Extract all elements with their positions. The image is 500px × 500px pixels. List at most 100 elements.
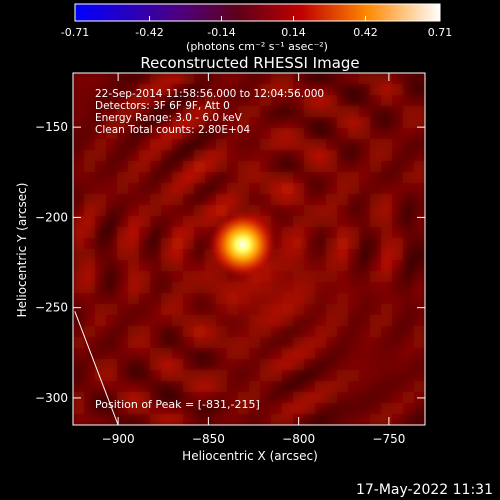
heatmap-cell (73, 84, 84, 95)
heatmap-cell (161, 238, 172, 249)
heatmap-cell (84, 183, 95, 194)
heatmap-cell (293, 128, 304, 139)
heatmap-cell (326, 414, 337, 425)
heatmap-cell (304, 106, 315, 117)
heatmap-cell (194, 139, 205, 150)
heatmap-cell (95, 337, 106, 348)
heatmap-cell (227, 84, 238, 95)
heatmap-cell (117, 260, 128, 271)
heatmap-cell (150, 172, 161, 183)
heatmap-cell (150, 359, 161, 370)
heatmap-cell (95, 304, 106, 315)
heatmap-cell (249, 403, 260, 414)
heatmap-cell (403, 172, 414, 183)
heatmap-cell (337, 194, 348, 205)
heatmap-cell (370, 304, 381, 315)
heatmap-cell (139, 73, 150, 84)
heatmap-cell (183, 414, 194, 425)
heatmap-cell (381, 315, 392, 326)
heatmap-cell (414, 260, 425, 271)
heatmap-cell (216, 359, 227, 370)
heatmap-cell (183, 73, 194, 84)
heatmap-cell (117, 227, 128, 238)
heatmap-cell (106, 216, 117, 227)
heatmap-cell (381, 84, 392, 95)
heatmap-cell (172, 348, 183, 359)
heatmap-cell (326, 95, 337, 106)
heatmap-cell (161, 128, 172, 139)
heatmap-cell (106, 337, 117, 348)
annotation-line: 22-Sep-2014 11:58:56.000 to 12:04:56.000 (95, 88, 324, 100)
heatmap-cell (194, 128, 205, 139)
heatmap-cell (359, 150, 370, 161)
heatmap-cell (73, 128, 84, 139)
heatmap-cell (315, 183, 326, 194)
heatmap-cell (172, 359, 183, 370)
heatmap-cell (84, 304, 95, 315)
heatmap-cell (414, 359, 425, 370)
heatmap-cell (282, 161, 293, 172)
heatmap-cell (84, 238, 95, 249)
heatmap-cell (238, 161, 249, 172)
heatmap-cell (128, 84, 139, 95)
heatmap-cell (106, 249, 117, 260)
heatmap-cell (348, 216, 359, 227)
heatmap-cell (84, 227, 95, 238)
heatmap-cell (260, 381, 271, 392)
heatmap-cell (216, 139, 227, 150)
heatmap-cell (128, 73, 139, 84)
heatmap-cell (414, 117, 425, 128)
heatmap-cell (172, 95, 183, 106)
heatmap-cell (238, 84, 249, 95)
heatmap-cell (315, 106, 326, 117)
heatmap-cell (392, 95, 403, 106)
heatmap-cell (117, 392, 128, 403)
heatmap-cell (172, 238, 183, 249)
heatmap-cell (337, 172, 348, 183)
heatmap-cell (414, 315, 425, 326)
heatmap-cell (84, 172, 95, 183)
heatmap-cell (227, 117, 238, 128)
heatmap-cell (403, 260, 414, 271)
heatmap-cell (161, 150, 172, 161)
heatmap-cell (359, 95, 370, 106)
heatmap-cell (337, 216, 348, 227)
heatmap-cell (117, 205, 128, 216)
heatmap-cell (282, 381, 293, 392)
colorbar-tick-label: -0.14 (207, 26, 235, 39)
heatmap-cell (381, 150, 392, 161)
heatmap-cell (392, 359, 403, 370)
heatmap-cell (392, 73, 403, 84)
heatmap-cell (139, 249, 150, 260)
heatmap-cell (150, 249, 161, 260)
heatmap-cell (304, 150, 315, 161)
heatmap-cell (359, 128, 370, 139)
heatmap-cell (249, 95, 260, 106)
heatmap-cell (392, 216, 403, 227)
heatmap-cell (183, 227, 194, 238)
x-tick-label: −850 (192, 432, 225, 446)
heatmap-cell (315, 194, 326, 205)
heatmap-cell (84, 403, 95, 414)
heatmap-cell (414, 249, 425, 260)
heatmap-cell (128, 282, 139, 293)
y-axis-label: Heliocentric Y (arcsec) (15, 183, 29, 318)
heatmap-cell (414, 194, 425, 205)
heatmap-cell (414, 414, 425, 425)
heatmap-cell (150, 282, 161, 293)
x-axis-label: Heliocentric X (arcsec) (182, 449, 318, 463)
heatmap-cell (348, 205, 359, 216)
heatmap-cell (106, 271, 117, 282)
heatmap-cell (392, 161, 403, 172)
heatmap-cell (381, 205, 392, 216)
heatmap-cell (73, 260, 84, 271)
heatmap-cell (84, 370, 95, 381)
heatmap-cell (128, 194, 139, 205)
heatmap-cell (315, 414, 326, 425)
heatmap-cell (205, 73, 216, 84)
y-tick-label: −150 (35, 120, 68, 134)
heatmap-cell (84, 315, 95, 326)
heatmap-cell (139, 381, 150, 392)
heatmap-cell (161, 95, 172, 106)
